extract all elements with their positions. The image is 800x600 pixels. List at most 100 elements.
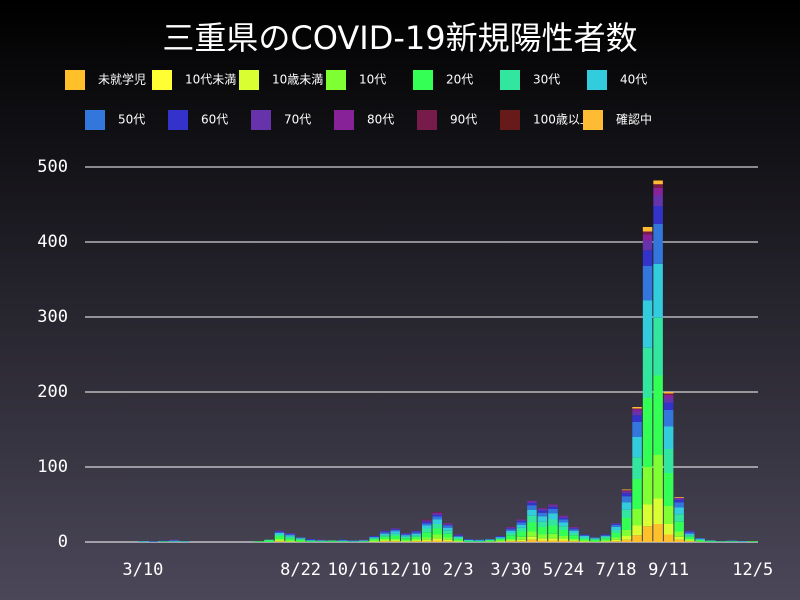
bar-segment bbox=[590, 539, 600, 542]
bar-segment bbox=[527, 522, 537, 532]
bar-segment bbox=[506, 528, 516, 530]
bar-segment bbox=[264, 540, 274, 542]
bar-segment bbox=[474, 539, 485, 541]
bar-segment bbox=[411, 540, 421, 542]
bar-segment bbox=[464, 539, 474, 540]
bar-segment bbox=[390, 540, 400, 542]
bar-segment bbox=[495, 536, 506, 537]
bar-segment bbox=[632, 411, 642, 416]
bar-segment bbox=[453, 537, 464, 539]
bar-segment bbox=[358, 540, 369, 542]
bar-segment bbox=[379, 541, 390, 542]
bar-segment bbox=[621, 490, 632, 491]
bar-segment bbox=[274, 534, 285, 536]
bar-segment bbox=[485, 539, 495, 541]
y-tick-label: 100 bbox=[37, 457, 68, 477]
bar-segment bbox=[548, 509, 558, 514]
bar-segment bbox=[527, 536, 537, 540]
bar-segment bbox=[443, 527, 453, 531]
legend-swatch bbox=[152, 70, 172, 90]
bar-segment bbox=[295, 537, 306, 539]
bar-segment bbox=[632, 525, 642, 536]
bar-segment bbox=[548, 506, 558, 509]
bar-segment bbox=[684, 531, 695, 533]
bar-segment bbox=[485, 541, 495, 542]
bar-segment bbox=[590, 539, 600, 540]
bar-segment bbox=[653, 524, 663, 542]
y-tick-label: 200 bbox=[37, 382, 68, 402]
bar-segment bbox=[527, 505, 537, 510]
bar-segment bbox=[621, 539, 632, 542]
x-tick-label: 12/5 bbox=[732, 560, 773, 580]
bar-segment bbox=[485, 539, 495, 540]
legend-swatch bbox=[326, 70, 346, 90]
bar-segment bbox=[548, 513, 558, 520]
bar-segment bbox=[390, 530, 400, 532]
bar-segment bbox=[537, 521, 548, 527]
bar-segment bbox=[306, 540, 316, 542]
bar-segment bbox=[516, 522, 527, 525]
bar-segment bbox=[169, 540, 180, 542]
bar-segment bbox=[632, 407, 642, 409]
bar-segment bbox=[348, 541, 358, 542]
legend-swatch bbox=[251, 110, 271, 130]
bar-segment bbox=[569, 527, 579, 528]
bar-segment bbox=[358, 539, 369, 541]
bar-segment bbox=[422, 521, 432, 522]
bar-segment bbox=[516, 520, 527, 521]
bar-segment bbox=[274, 540, 285, 542]
x-tick-label: 12/10 bbox=[380, 560, 431, 580]
bar-segment bbox=[674, 531, 684, 537]
bar-segment bbox=[600, 540, 611, 542]
bar-segment bbox=[632, 415, 642, 422]
bar-segment bbox=[453, 539, 464, 541]
bar-segment bbox=[274, 541, 285, 542]
bar-segment bbox=[642, 300, 653, 348]
legend-swatch bbox=[417, 110, 437, 130]
bar-segment bbox=[337, 540, 348, 542]
bar-segment bbox=[695, 540, 705, 542]
bar-segment bbox=[548, 519, 558, 526]
bar-segment bbox=[506, 529, 516, 531]
bar-segment bbox=[632, 408, 642, 410]
bar-segment bbox=[274, 536, 285, 539]
bar-segment bbox=[653, 206, 663, 224]
bar-segment bbox=[411, 541, 421, 542]
bar-segment bbox=[464, 541, 474, 542]
bar-segment bbox=[422, 539, 432, 542]
bar-segment bbox=[611, 523, 621, 524]
bar-segment bbox=[558, 536, 569, 539]
bar-segment bbox=[432, 534, 443, 539]
bar-segment bbox=[306, 539, 316, 541]
bar-segment bbox=[611, 530, 621, 533]
bar-segment bbox=[285, 533, 295, 534]
bar-segment bbox=[411, 535, 421, 537]
bar-segment bbox=[432, 512, 443, 513]
bar-segment bbox=[285, 540, 295, 542]
bar-segment bbox=[169, 541, 180, 542]
bar-segment bbox=[653, 195, 663, 206]
bar-segment bbox=[516, 527, 527, 532]
bar-segment bbox=[663, 393, 674, 395]
bar-segment bbox=[400, 536, 411, 539]
bar-segment bbox=[285, 533, 295, 535]
y-tick-label: 300 bbox=[37, 307, 68, 327]
bar-segment bbox=[432, 519, 443, 524]
bar-segment bbox=[611, 527, 621, 530]
bar-segment bbox=[684, 540, 695, 542]
bar-segment bbox=[590, 538, 600, 539]
bar-segment bbox=[653, 180, 663, 185]
bar-segment bbox=[432, 540, 443, 542]
bar-segment bbox=[390, 529, 400, 530]
x-tick-label: 3/30 bbox=[490, 560, 531, 580]
bar-segment bbox=[295, 539, 306, 542]
bar-segment bbox=[295, 538, 306, 539]
y-tick-label: 500 bbox=[37, 157, 68, 177]
bar-segment bbox=[369, 541, 379, 542]
bar-segment bbox=[390, 533, 400, 536]
bar-segment bbox=[169, 539, 180, 541]
bar-segment bbox=[159, 540, 169, 542]
bar-segment bbox=[663, 473, 674, 506]
bar-segment bbox=[274, 539, 285, 541]
bar-segment bbox=[642, 250, 653, 266]
